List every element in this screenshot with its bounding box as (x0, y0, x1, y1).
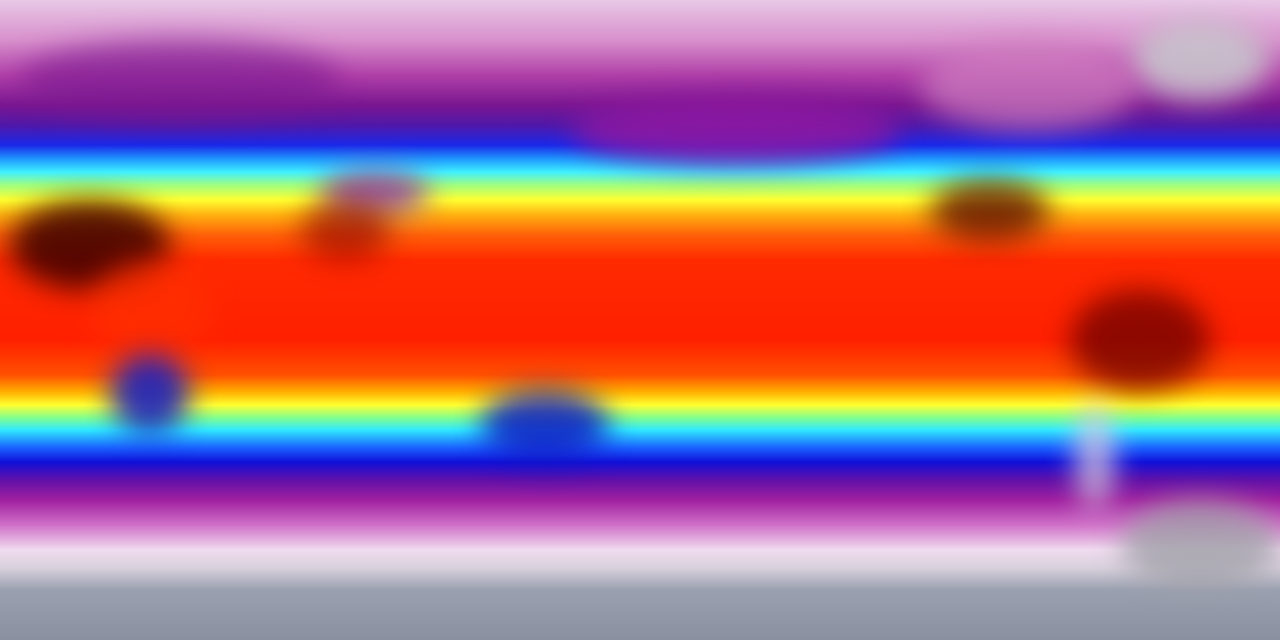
antarctica-region (1120, 500, 1280, 590)
greenland-cold-region (1130, 20, 1270, 100)
africa-region (90, 260, 210, 360)
canada-cold-region (20, 40, 340, 120)
andes-cold-region (1075, 400, 1115, 510)
mexico-hot-region (930, 180, 1050, 240)
australia-cool-region (480, 390, 610, 460)
siberia-cold-region (920, 40, 1140, 130)
india-hot-region (300, 200, 390, 260)
southern-africa-cool-region (110, 355, 190, 435)
amazon-hot-region (1070, 290, 1210, 390)
north-pacific-cold-region (570, 95, 900, 165)
